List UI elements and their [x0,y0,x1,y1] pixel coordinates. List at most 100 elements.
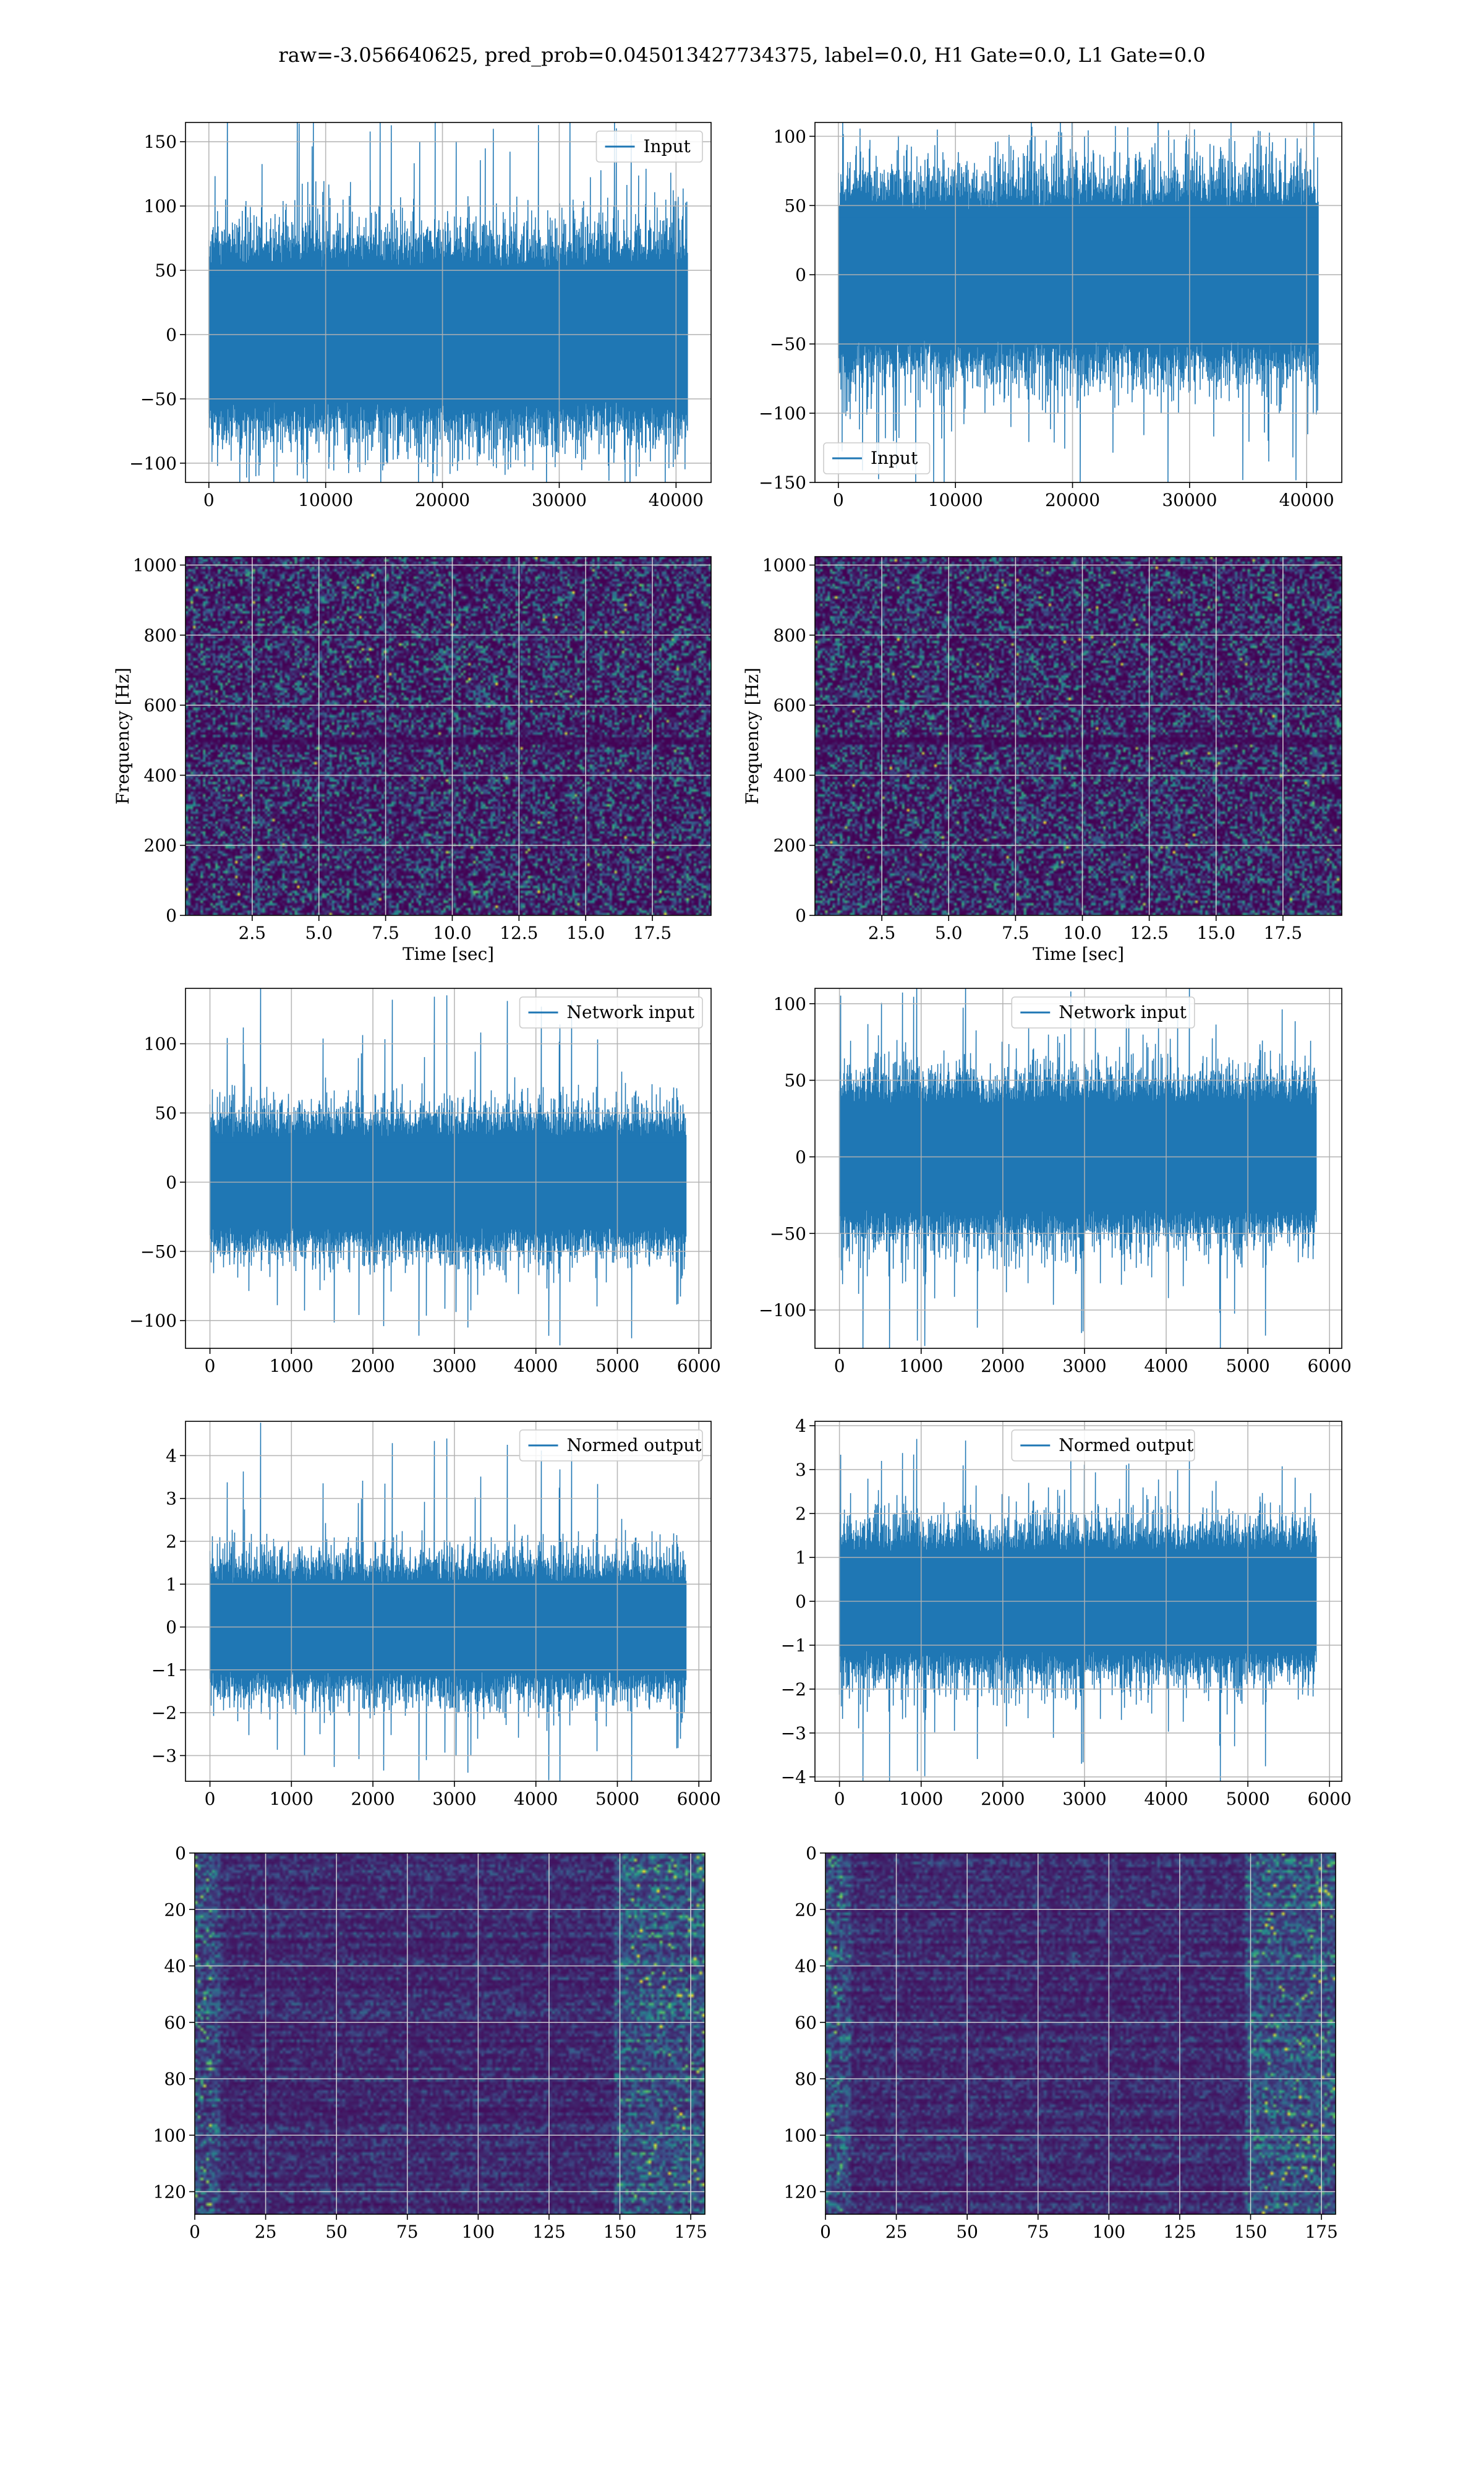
x-axis-label: Time [sec] [1033,944,1124,964]
x-tick-label: 12.5 [500,923,538,943]
x-axis-label: Time [sec] [403,944,494,964]
x-tick-label: 0 [820,2222,831,2242]
x-tick-label: 125 [532,2222,565,2242]
x-tick-label: 75 [1027,2222,1049,2242]
y-tick-label: −100 [129,1311,177,1331]
y-tick-label: 20 [164,1899,186,1920]
y-tick-label: 1 [166,1574,177,1594]
y-tick-label: −50 [140,1241,177,1262]
x-tick-label: 100 [1093,2222,1125,2242]
x-tick-label: 0 [833,490,844,510]
y-tick-label: 4 [795,1416,806,1436]
x-tick-label: 17.5 [1264,923,1302,943]
y-tick-label: 600 [144,695,177,716]
grid [186,988,711,1348]
x-tick-label: 30000 [532,490,587,510]
x-tick-label: 2000 [351,1356,394,1376]
legend-label: Normed output [1059,1435,1194,1455]
x-tick-label: 15.0 [566,923,605,943]
legend-box [1011,1429,1195,1462]
legend-label: Input [644,136,691,156]
y-tick-label: 2 [795,1504,806,1524]
y-tick-label: −2 [781,1679,806,1700]
x-tick-label: 5000 [1226,1789,1269,1809]
axes-frame [814,122,1342,483]
plot-content [195,1853,705,2214]
x-tick-label: 0 [203,490,215,510]
axes-frame [185,122,712,483]
y-tick-label: 200 [774,836,806,856]
y-tick-label: 4 [166,1445,177,1466]
x-tick-label: 40000 [1279,490,1334,510]
x-tick-label: 10000 [928,490,983,510]
x-tick-label: 3000 [432,1789,476,1809]
axes-frame [814,556,1342,916]
y-tick-label: 100 [153,2125,186,2146]
y-tick-label: 80 [164,2069,186,2089]
y-tick-label: −150 [759,473,806,493]
x-tick-label: 0 [205,1789,216,1809]
y-tick-label: 3 [166,1489,177,1509]
heatmap-image [815,557,1342,915]
x-tick-label: 50 [956,2222,978,2242]
x-tick-label: 3000 [1062,1356,1106,1376]
y-tick-label: 100 [784,2125,817,2146]
grid [186,1421,711,1781]
x-tick-label: 5000 [1226,1356,1269,1376]
x-tick-label: 6000 [1308,1356,1352,1376]
x-tick-label: 10.0 [1063,923,1101,943]
chart-qtransform_l1: 0 25 50 75 100 125 150 175 0 20 40 60 80 100 120 [784,1843,1338,2242]
x-tick-label: 150 [603,2222,636,2242]
x-tick-label: 100 [462,2222,495,2242]
heatmap-image [825,1853,1336,2214]
y-tick-label: −2 [151,1703,177,1723]
x-tick-label: 150 [1234,2222,1267,2242]
y-tick-label: 20 [795,1899,817,1920]
y-tick-label: −3 [781,1723,806,1744]
y-tick-label: 0 [795,265,806,285]
y-tick-label: 0 [795,1591,806,1612]
y-tick-label: 0 [166,905,177,926]
x-tick-label: 125 [1163,2222,1196,2242]
axes-frame [825,1852,1336,2215]
y-tick-label: −1 [781,1635,806,1656]
x-tick-label: 5.0 [935,923,963,943]
x-tick-label: 4000 [514,1789,558,1809]
chart-normed_output_l1: 0 1000 2000 3000 4000 5000 6000 −4 −3 −2 −1 0 1 2 3 4 No… [781,1416,1352,1809]
x-tick-label: 6000 [1308,1789,1352,1809]
x-tick-label: 5000 [595,1356,639,1376]
y-tick-label: 100 [774,126,806,147]
y-tick-label: −100 [759,1300,806,1320]
y-axis-label: Frequency [Hz] [742,667,762,804]
y-tick-label: −50 [140,389,177,409]
y-tick-label: −50 [770,334,806,354]
axes-frame [185,988,712,1349]
legend: Input [823,442,931,474]
y-tick-label: −4 [781,1767,806,1787]
x-tick-label: 6000 [677,1356,721,1376]
x-tick-label: 175 [674,2222,707,2242]
legend-label: Network input [567,1002,695,1022]
x-tick-label: 2000 [351,1789,394,1809]
chart-network_input_l1: 0 1000 2000 3000 4000 5000 6000 −100 −50 0 50 100 Ne… [759,988,1352,1376]
legend-label: Normed output [567,1435,702,1455]
x-tick-label: 30000 [1162,490,1217,510]
y-tick-label: 50 [155,1103,177,1123]
grid [815,557,1342,916]
figure-title: raw=-3.056640625, pred_prob=0.0450134277… [278,43,1206,67]
x-tick-label: 50 [325,2222,348,2242]
x-tick-label: 17.5 [633,923,672,943]
legend: Network input [519,996,703,1029]
y-tick-label: 800 [144,625,177,646]
x-tick-label: 25 [885,2222,908,2242]
x-tick-label: 2.5 [868,923,896,943]
y-tick-label: 50 [155,260,177,281]
axes-frame [185,1421,712,1782]
x-tick-label: 1000 [270,1789,313,1809]
heatmap-image [195,1853,705,2214]
y-tick-label: 200 [144,836,177,856]
y-tick-label: 0 [806,1843,817,1864]
y-tick-label: 0 [795,905,806,926]
chart-spectrogram_l1: 2.5 5.0 7.5 10.0 12.5 15.0 17.5 0 200 400 600 800 10… [742,555,1342,964]
